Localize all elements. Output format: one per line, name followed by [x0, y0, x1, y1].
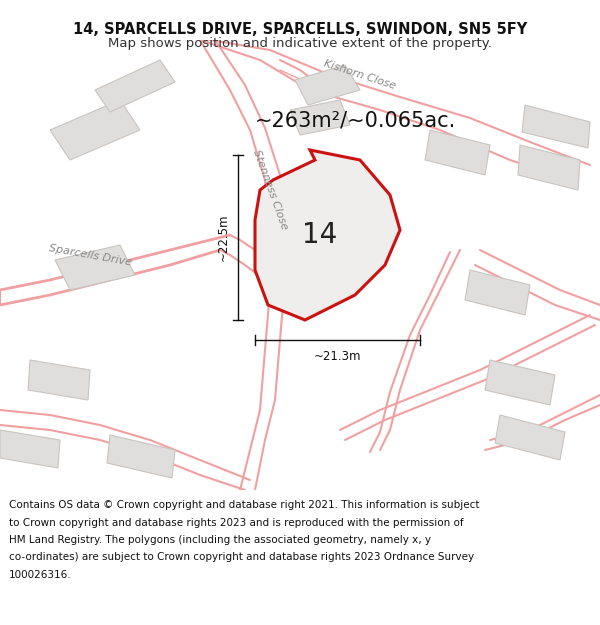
Polygon shape — [425, 130, 490, 175]
Polygon shape — [295, 65, 360, 105]
Text: Stenness Close: Stenness Close — [251, 149, 289, 231]
Text: 14, SPARCELLS DRIVE, SPARCELLS, SWINDON, SN5 5FY: 14, SPARCELLS DRIVE, SPARCELLS, SWINDON,… — [73, 22, 527, 37]
Polygon shape — [495, 415, 565, 460]
Polygon shape — [518, 145, 580, 190]
Text: ~263m²/~0.065ac.: ~263m²/~0.065ac. — [254, 110, 455, 130]
Polygon shape — [255, 150, 400, 320]
Text: 14: 14 — [302, 221, 338, 249]
Polygon shape — [290, 100, 350, 135]
Text: to Crown copyright and database rights 2023 and is reproduced with the permissio: to Crown copyright and database rights 2… — [9, 518, 464, 528]
Polygon shape — [522, 105, 590, 148]
Text: Map shows position and indicative extent of the property.: Map shows position and indicative extent… — [108, 38, 492, 51]
Polygon shape — [285, 245, 345, 290]
Text: HM Land Registry. The polygons (including the associated geometry, namely x, y: HM Land Registry. The polygons (includin… — [9, 535, 431, 545]
Text: co-ordinates) are subject to Crown copyright and database rights 2023 Ordnance S: co-ordinates) are subject to Crown copyr… — [9, 552, 474, 562]
Polygon shape — [28, 360, 90, 400]
Text: Sparcells Drive: Sparcells Drive — [48, 242, 132, 268]
Text: Kishorn Close: Kishorn Close — [323, 59, 397, 91]
Text: ~22.5m: ~22.5m — [217, 214, 230, 261]
Polygon shape — [465, 270, 530, 315]
Polygon shape — [0, 430, 60, 468]
Polygon shape — [485, 360, 555, 405]
Polygon shape — [55, 245, 135, 290]
Polygon shape — [95, 60, 175, 112]
Text: ~21.3m: ~21.3m — [314, 350, 361, 363]
Text: 100026316.: 100026316. — [9, 570, 71, 580]
Polygon shape — [50, 100, 140, 160]
Polygon shape — [107, 435, 175, 478]
Text: Contains OS data © Crown copyright and database right 2021. This information is : Contains OS data © Crown copyright and d… — [9, 500, 479, 510]
